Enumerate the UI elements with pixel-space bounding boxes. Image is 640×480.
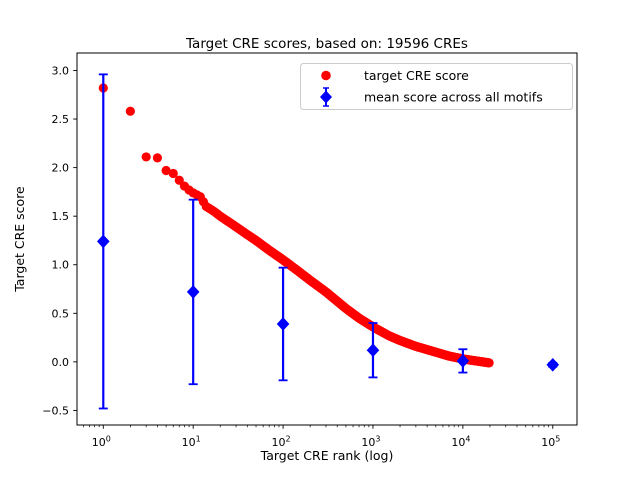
data-point-target-score bbox=[168, 168, 178, 179]
x-tick-label: 104 bbox=[451, 435, 470, 450]
chart-title: Target CRE scores, based on: 19596 CREs bbox=[185, 36, 468, 52]
x-tick-label: 103 bbox=[361, 435, 380, 450]
data-point-target-score bbox=[161, 165, 171, 176]
legend-marker-circle-icon bbox=[321, 70, 331, 81]
data-point-mean-score bbox=[366, 343, 380, 358]
y-tick-label: 2.5 bbox=[52, 113, 70, 126]
axes-spines bbox=[76, 52, 578, 426]
y-tick-label: 1.0 bbox=[52, 259, 70, 272]
data-point-mean-score bbox=[186, 285, 200, 299]
y-tick-label: 0.5 bbox=[52, 307, 70, 320]
data-point-mean-score bbox=[546, 357, 560, 372]
data-point-mean-score bbox=[456, 354, 470, 368]
y-tick-label: −0.5 bbox=[42, 404, 69, 417]
x-tick-label: 101 bbox=[182, 435, 201, 450]
data-point-target-score bbox=[152, 153, 163, 163]
data-point-mean-score bbox=[276, 317, 290, 331]
legend-label: mean score across all motifs bbox=[364, 90, 543, 105]
x-tick-label: 102 bbox=[272, 435, 291, 450]
y-tick-label: 0.0 bbox=[52, 356, 70, 369]
data-point-target-score bbox=[484, 358, 494, 368]
y-axis-label: Target CRE score bbox=[12, 186, 27, 293]
legend-label: target CRE score bbox=[364, 68, 469, 83]
x-tick-label: 100 bbox=[92, 435, 111, 450]
plot-area: 100 101 102 103 104 105 3.0 2.5 2.0 1.5 1.0 0.5 0.0 −… bbox=[42, 52, 578, 450]
data-point-target-score bbox=[125, 106, 135, 116]
legend-box bbox=[300, 63, 573, 110]
x-tick-label: 105 bbox=[541, 435, 560, 450]
y-tick-label: 2.0 bbox=[52, 162, 70, 175]
legend-marker-diamond-icon bbox=[320, 90, 332, 104]
x-axis-label: Target CRE rank (log) bbox=[260, 448, 394, 463]
y-tick-label: 1.5 bbox=[52, 210, 70, 223]
data-point-mean-score bbox=[96, 234, 110, 249]
data-point-target-score bbox=[141, 152, 151, 162]
y-tick-label: 3.0 bbox=[52, 64, 70, 77]
